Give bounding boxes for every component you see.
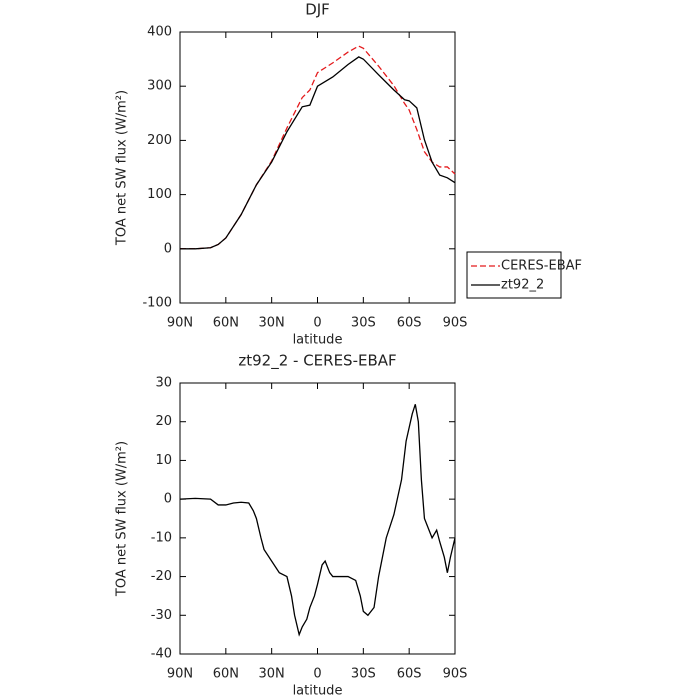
legend-box xyxy=(466,251,562,299)
y-tick-label: -40 xyxy=(151,647,172,662)
x-tick-label: 90S xyxy=(443,316,468,331)
y-tick-label: 0 xyxy=(164,241,172,256)
x-axis-label: latitude xyxy=(293,333,343,348)
y-tick-label: 200 xyxy=(147,133,172,148)
x-tick-label: 90N xyxy=(167,316,193,331)
y-tick-label: -30 xyxy=(151,608,172,623)
x-tick-label: 60S xyxy=(397,667,422,682)
x-tick-label: 30S xyxy=(351,667,376,682)
x-tick-label: 0 xyxy=(313,667,321,682)
x-axis-label: latitude xyxy=(293,684,343,699)
chart-title: zt92_2 - CERES-EBAF xyxy=(238,352,396,371)
data-line xyxy=(179,404,456,637)
y-tick-label: -100 xyxy=(142,296,172,311)
chart-title: DJF xyxy=(305,1,330,19)
y-tick-label: -10 xyxy=(151,530,172,545)
y-tick-label: 400 xyxy=(147,25,172,40)
data-line xyxy=(180,56,456,250)
y-axis-label: TOA net SW flux (W/m²) xyxy=(115,90,130,246)
legend-label: CERES-EBAF xyxy=(501,259,582,274)
y-tick-label: 300 xyxy=(147,79,172,94)
y-tick-label: 0 xyxy=(164,492,172,507)
y-tick-label: -20 xyxy=(151,569,172,584)
x-tick-label: 30N xyxy=(259,316,285,331)
plot-frame xyxy=(179,382,456,655)
legend-label: zt92_2 xyxy=(501,278,544,293)
y-tick-label: 100 xyxy=(147,187,172,202)
y-tick-label: 10 xyxy=(155,453,172,468)
x-tick-label: 90S xyxy=(443,667,468,682)
x-tick-label: 0 xyxy=(313,316,321,331)
x-tick-label: 60N xyxy=(213,667,239,682)
y-axis-label: TOA net SW flux (W/m²) xyxy=(115,441,130,597)
x-tick-label: 30N xyxy=(259,667,285,682)
data-line xyxy=(180,45,456,250)
y-tick-label: 30 xyxy=(155,376,172,391)
y-tick-label: 20 xyxy=(155,414,172,429)
x-tick-label: 60S xyxy=(397,316,422,331)
x-tick-label: 90N xyxy=(167,667,193,682)
x-tick-label: 60N xyxy=(213,316,239,331)
x-tick-label: 30S xyxy=(351,316,376,331)
